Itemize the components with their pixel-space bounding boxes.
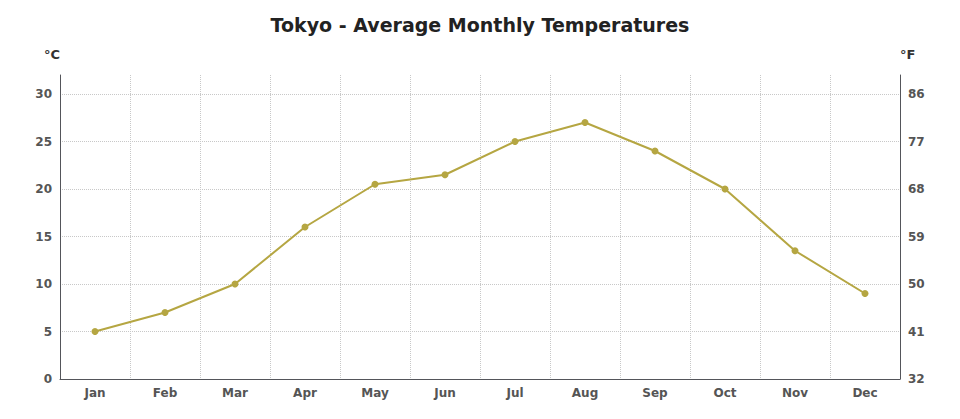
svg-text:0: 0: [44, 372, 52, 386]
svg-text:59: 59: [908, 230, 925, 244]
svg-text:Tokyo - Average Monthly Temper: Tokyo - Average Monthly Temperatures: [271, 14, 690, 36]
svg-text:Dec: Dec: [852, 386, 877, 400]
svg-text:32: 32: [908, 372, 925, 386]
svg-text:86: 86: [908, 87, 925, 101]
svg-text:Nov: Nov: [782, 386, 808, 400]
svg-text:15: 15: [35, 230, 52, 244]
svg-text:10: 10: [35, 277, 52, 291]
svg-text:Jan: Jan: [83, 386, 105, 400]
svg-text:Mar: Mar: [222, 386, 248, 400]
svg-text:°F: °F: [900, 47, 915, 62]
svg-text:Oct: Oct: [713, 386, 736, 400]
svg-text:77: 77: [908, 135, 925, 149]
svg-text:Jun: Jun: [433, 386, 456, 400]
svg-text:°C: °C: [44, 47, 60, 62]
svg-text:Jul: Jul: [505, 386, 523, 400]
svg-text:Feb: Feb: [153, 386, 178, 400]
svg-text:Sep: Sep: [642, 386, 668, 400]
svg-text:Apr: Apr: [293, 386, 317, 400]
svg-text:May: May: [361, 386, 389, 400]
svg-text:50: 50: [908, 277, 925, 291]
svg-text:20: 20: [35, 182, 52, 196]
svg-text:5: 5: [44, 325, 52, 339]
svg-text:68: 68: [908, 182, 925, 196]
svg-text:Aug: Aug: [572, 386, 598, 400]
svg-text:41: 41: [908, 325, 925, 339]
svg-text:25: 25: [35, 135, 52, 149]
svg-text:30: 30: [35, 87, 52, 101]
